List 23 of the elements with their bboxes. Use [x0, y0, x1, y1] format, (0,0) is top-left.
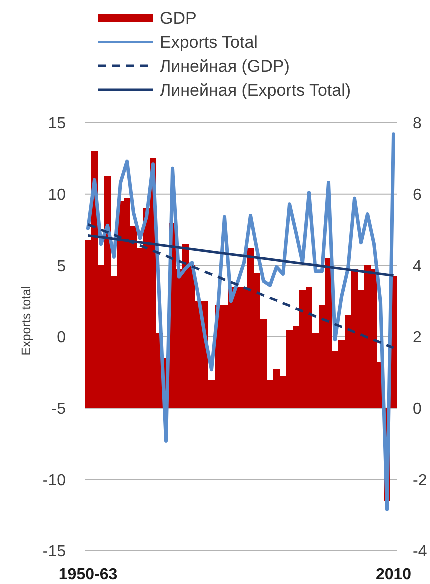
legend-label: Линейная (GDP) [160, 56, 290, 76]
y2-tick-label: -4 [413, 544, 428, 561]
y-tick-label: -5 [52, 400, 66, 418]
y2-tick-label: 6 [413, 186, 422, 204]
y-tick-label: -10 [42, 472, 66, 490]
y2-tick-label: -2 [413, 472, 428, 490]
y2-tick-label: 4 [413, 258, 422, 276]
x-tick-label: 2010 [376, 566, 412, 584]
y-axis-title: Exports total [19, 286, 34, 356]
y-tick-label: 10 [48, 186, 66, 204]
y-tick-label: 5 [57, 258, 66, 276]
y2-tick-label: 2 [413, 330, 422, 347]
y2-tick-label: 8 [413, 116, 422, 133]
legend-label: Линейная (Exports Total) [160, 80, 352, 100]
y-tick-label: -15 [42, 544, 66, 561]
y-tick-label: 15 [48, 116, 66, 133]
line-series [86, 132, 396, 512]
legend-label: GDP [160, 8, 197, 28]
x-tick-label: 1950-63 [58, 566, 118, 584]
legend-label: Exports Total [160, 32, 258, 52]
line-series [87, 223, 395, 350]
y2-tick-label: 0 [413, 400, 422, 418]
y-tick-label: 0 [57, 330, 66, 347]
